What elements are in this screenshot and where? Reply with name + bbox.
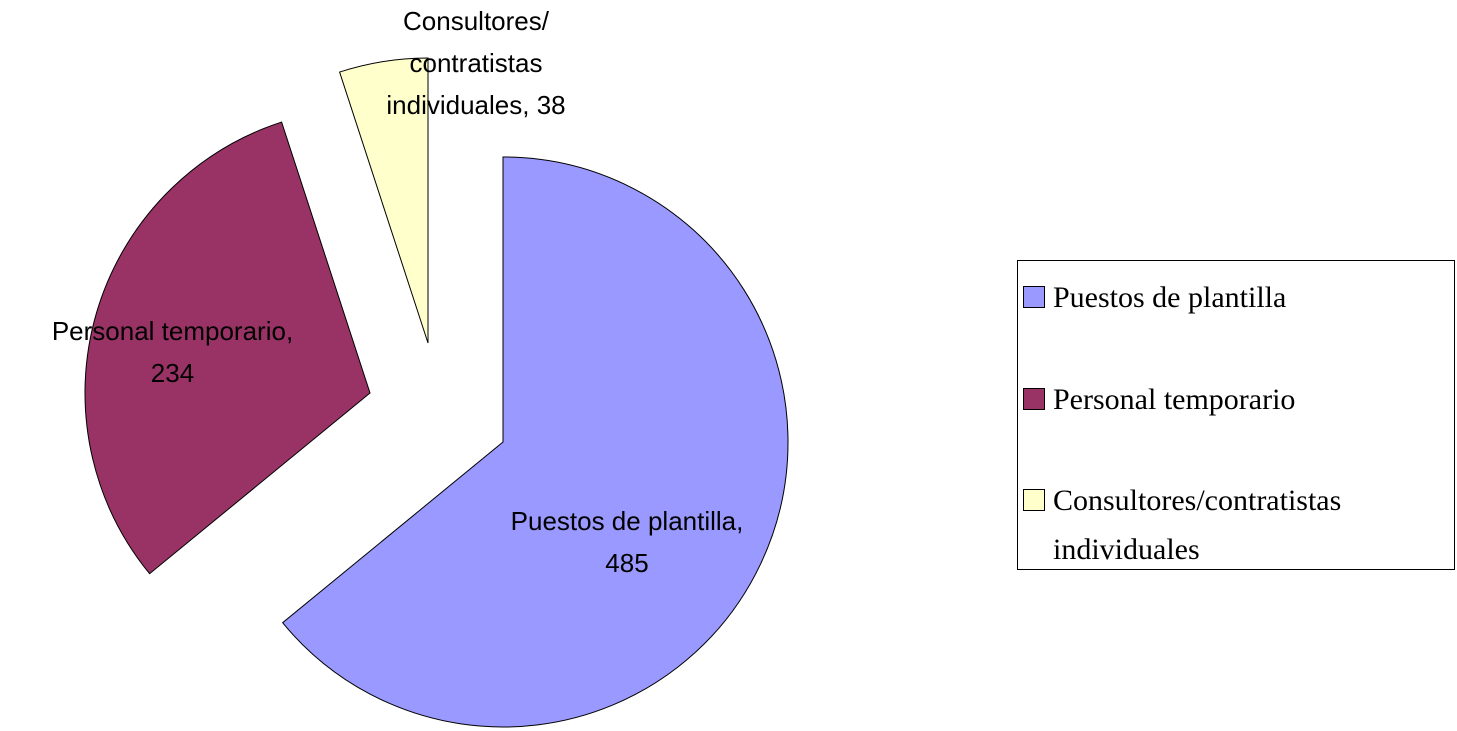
data-label: Consultores/ contratistas individuales, … bbox=[386, 6, 566, 120]
pie-slice bbox=[281, 156, 789, 728]
data-label: Personal temporario, 234 bbox=[51, 316, 294, 388]
legend-label: Consultores/contratistas individuales bbox=[1053, 484, 1342, 566]
legend: Puestos de plantilla Personal temporario C… bbox=[1017, 260, 1455, 570]
legend-swatch bbox=[1023, 388, 1045, 410]
legend-swatch bbox=[1023, 286, 1045, 308]
legend-label: Puestos de plantilla bbox=[1053, 281, 1287, 314]
pie-slice bbox=[84, 121, 371, 575]
legend-label: Personal temporario bbox=[1053, 383, 1296, 416]
data-label: Puestos de plantilla, 485 bbox=[510, 506, 744, 578]
pie-slice bbox=[338, 57, 429, 344]
legend-swatch bbox=[1023, 489, 1045, 511]
